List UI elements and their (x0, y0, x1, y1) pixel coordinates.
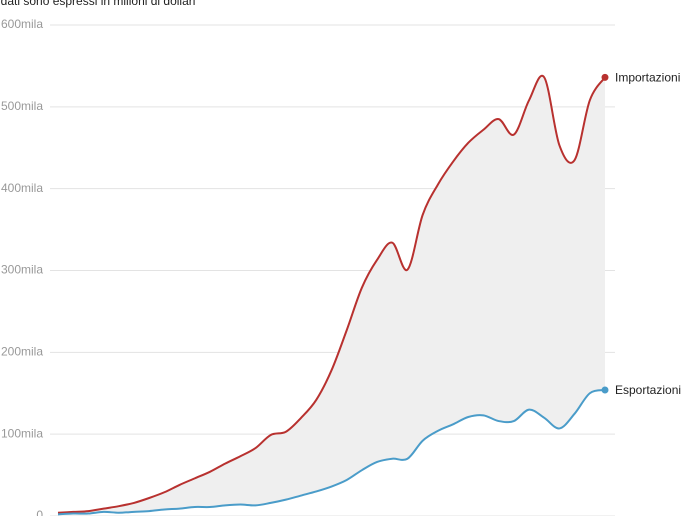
y-tick-label: 0 (36, 508, 43, 516)
y-tick-label: 400mila (1, 181, 43, 195)
y-tick-label: 300mila (1, 263, 43, 277)
line (57, 388, 606, 516)
y-tick-label: 200mila (1, 345, 43, 359)
gap-area (58, 75, 605, 515)
legend-label: Esportazioni (615, 383, 681, 397)
end-dot (601, 73, 609, 81)
y-tick-label: 500mila (1, 99, 43, 113)
line (57, 74, 606, 514)
end-dot (601, 386, 609, 394)
y-tick-label: 100mila (1, 426, 43, 440)
legend-label: Importazioni (615, 71, 680, 85)
chart-subtitle: I dati sono espressi in milioni di dolla… (0, 0, 195, 8)
y-tick-label: 600mila (1, 17, 43, 31)
